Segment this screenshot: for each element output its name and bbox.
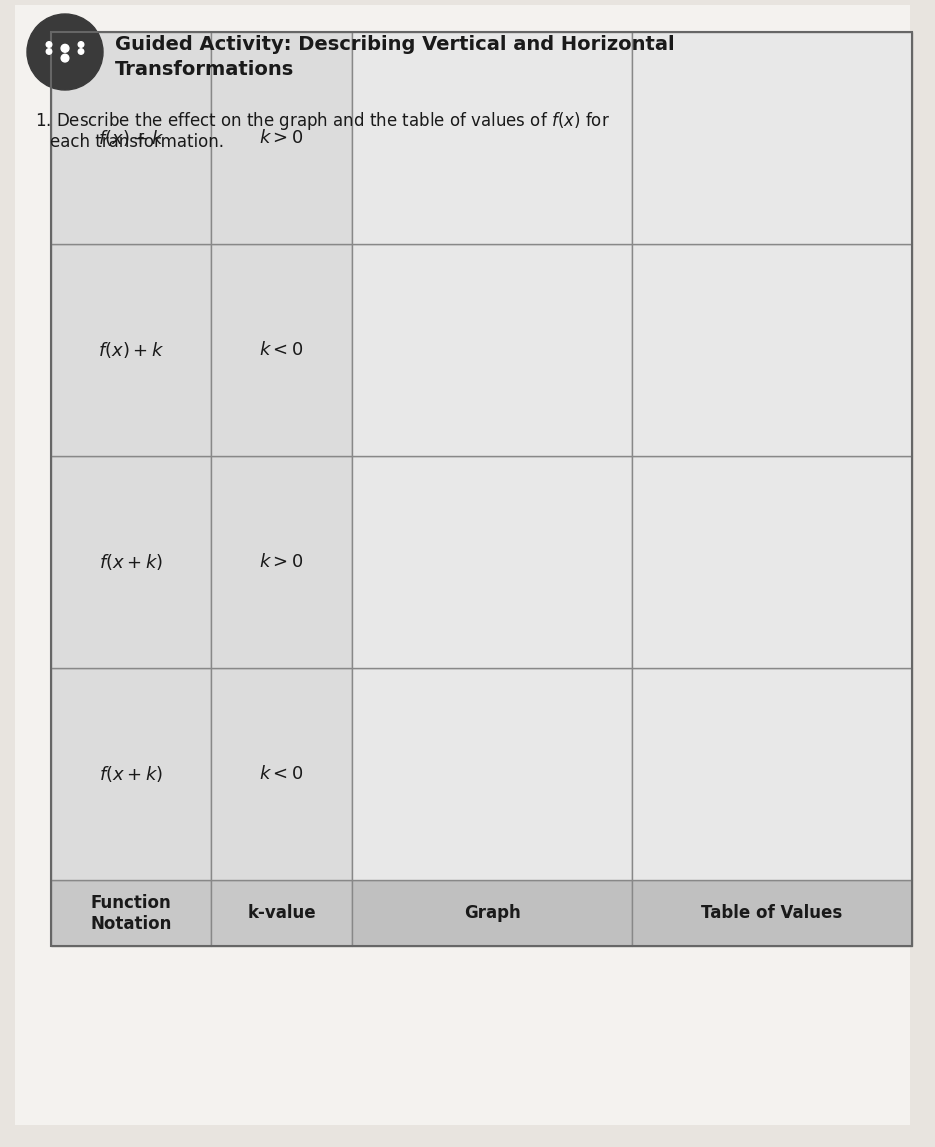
Bar <box>632 669 912 881</box>
Circle shape <box>61 45 69 53</box>
Text: $f(x + k)$: $f(x + k)$ <box>99 553 163 572</box>
Text: $k > 0$: $k > 0$ <box>259 130 304 147</box>
Bar <box>352 881 632 946</box>
Bar <box>632 881 912 946</box>
Circle shape <box>27 14 103 89</box>
Text: $k < 0$: $k < 0$ <box>259 342 304 359</box>
Text: $f(x) + k$: $f(x) + k$ <box>98 128 164 148</box>
Text: k-value: k-value <box>247 904 316 922</box>
Bar <box>352 457 632 669</box>
Bar <box>51 32 210 244</box>
Text: Function
Notation: Function Notation <box>91 894 172 933</box>
Ellipse shape <box>79 49 84 54</box>
Text: $f(x) + k$: $f(x) + k$ <box>98 341 164 360</box>
Bar <box>210 244 352 457</box>
Text: Guided Activity: Describing Vertical and Horizontal: Guided Activity: Describing Vertical and… <box>115 36 675 54</box>
Bar <box>210 881 352 946</box>
Text: Transformations: Transformations <box>115 60 295 79</box>
Circle shape <box>79 41 84 47</box>
Bar <box>51 244 210 457</box>
Bar <box>352 32 632 244</box>
Bar <box>632 244 912 457</box>
Text: $k > 0$: $k > 0$ <box>259 553 304 571</box>
Text: each transformation.: each transformation. <box>50 133 224 151</box>
Text: Graph: Graph <box>464 904 521 922</box>
Bar <box>51 669 210 881</box>
Bar <box>210 32 352 244</box>
Text: 1. Describe the effect on the graph and the table of values of $f(x)$ for: 1. Describe the effect on the graph and … <box>35 110 610 132</box>
Bar <box>210 457 352 669</box>
Text: Table of Values: Table of Values <box>701 904 842 922</box>
Ellipse shape <box>46 49 51 54</box>
Bar <box>632 32 912 244</box>
Bar <box>210 669 352 881</box>
Bar <box>632 457 912 669</box>
Text: $k < 0$: $k < 0$ <box>259 765 304 783</box>
Bar <box>51 32 912 946</box>
Text: $f(x + k)$: $f(x + k)$ <box>99 764 163 785</box>
Bar <box>51 457 210 669</box>
Bar <box>352 244 632 457</box>
Bar <box>51 881 210 946</box>
Ellipse shape <box>61 54 69 62</box>
Bar <box>352 669 632 881</box>
Circle shape <box>46 41 51 47</box>
